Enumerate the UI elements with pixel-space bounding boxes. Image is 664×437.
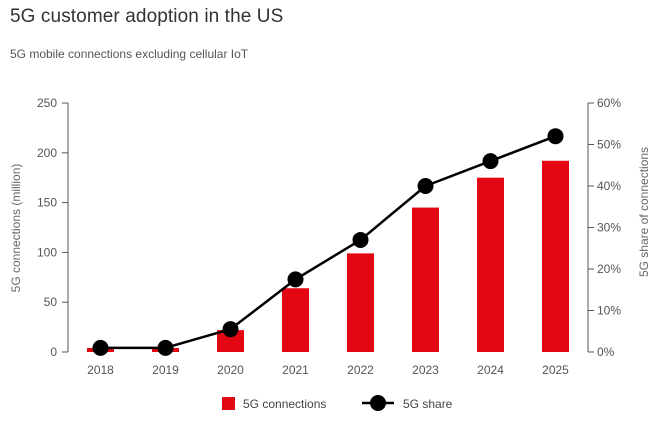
- share-line: [100, 135, 556, 350]
- share-point: [547, 128, 564, 145]
- y-axis-title: 5G connections (million): [9, 164, 23, 293]
- share-point: [417, 178, 434, 194]
- left-tick-label: 100: [37, 245, 57, 259]
- x-tick-label: 2023: [412, 363, 439, 377]
- x-tick-label: 2019: [152, 363, 179, 377]
- right-tick-label: 0%: [597, 345, 615, 359]
- bar-series: [87, 160, 569, 352]
- right-tick-label: 40%: [597, 179, 621, 193]
- left-tick-label: 150: [37, 196, 57, 210]
- x-tick-label: 2022: [347, 363, 374, 377]
- bar: [347, 253, 374, 352]
- right-tick-label: 20%: [597, 262, 621, 276]
- x-tick-label: 2018: [87, 363, 114, 377]
- bar: [477, 177, 504, 352]
- left-axis: 0 50 100 150 200 250: [37, 96, 69, 359]
- bar: [542, 160, 569, 352]
- legend-label-line: 5G share: [403, 397, 453, 411]
- share-point: [352, 231, 369, 248]
- right-tick-label: 10%: [597, 304, 621, 318]
- legend-swatch-marker: [370, 395, 386, 411]
- share-point: [482, 153, 499, 170]
- left-tick-label: 0: [50, 345, 57, 359]
- right-tick-label: 50%: [597, 138, 621, 152]
- right-axis: 0% 10% 20% 30% 40% 50% 60%: [587, 96, 621, 359]
- share-point: [222, 321, 239, 338]
- right-tick-label: 60%: [597, 96, 621, 110]
- share-point: [287, 271, 304, 288]
- bar: [282, 288, 309, 352]
- chart-subtitle: 5G mobile connections excluding cellular…: [10, 47, 249, 61]
- x-tick-label: 2020: [217, 363, 244, 377]
- legend: 5G connections 5G share: [222, 395, 453, 411]
- chart-title: 5G customer adoption in the US: [10, 6, 284, 27]
- share-point: [157, 339, 174, 356]
- left-tick-label: 50: [44, 295, 58, 309]
- left-tick-label: 200: [37, 146, 57, 160]
- legend-swatch-bars: [222, 397, 235, 410]
- legend-label-bars: 5G connections: [243, 397, 326, 411]
- x-tick-label: 2025: [542, 363, 569, 377]
- bar: [412, 207, 439, 352]
- x-tick-label: 2021: [282, 363, 309, 377]
- x-tick-label: 2024: [477, 363, 504, 377]
- line-series: [92, 128, 564, 356]
- x-axis: 2018 2019 2020 2021 2022 2023 2024 2025: [87, 363, 569, 377]
- y2-axis-title: 5G share of connections: [637, 147, 651, 277]
- bar: [217, 330, 244, 352]
- right-tick-label: 30%: [597, 221, 621, 235]
- left-tick-label: 250: [37, 96, 57, 110]
- share-point: [92, 339, 109, 356]
